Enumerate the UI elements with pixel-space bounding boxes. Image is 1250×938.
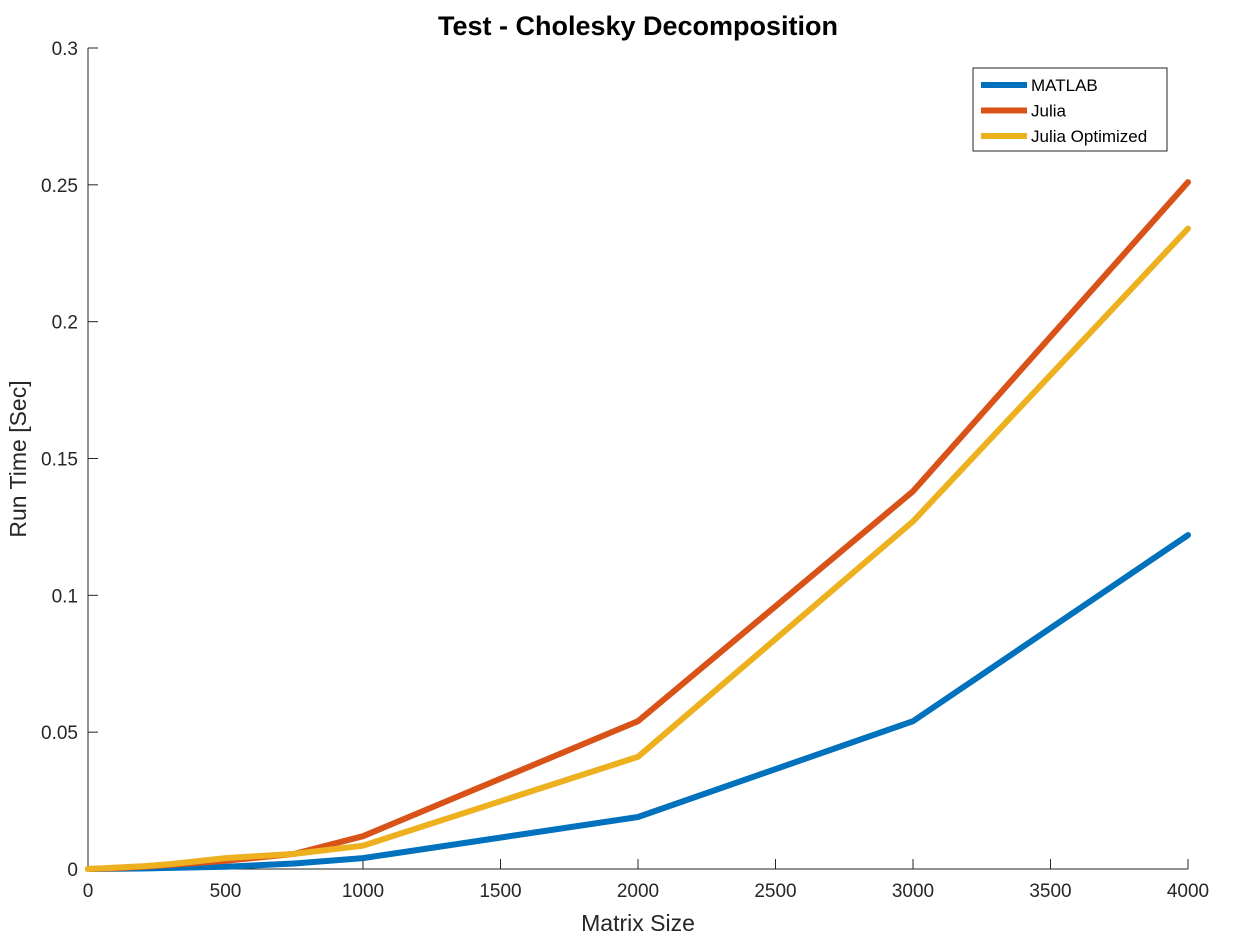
y-axis-label: Run Time [Sec] [5, 380, 31, 537]
chart-title: Test - Cholesky Decomposition [438, 11, 838, 41]
y-tick-label: 0 [67, 860, 78, 881]
series-line-1 [85, 179, 1191, 872]
x-tick-label: 1500 [479, 881, 521, 902]
x-tick-label: 1000 [342, 881, 384, 902]
y-tick-label: 0.3 [52, 39, 78, 60]
y-tick-label: 0.15 [41, 450, 78, 471]
legend-label-1: Julia [1031, 102, 1067, 121]
x-tick-label: 3000 [892, 881, 934, 902]
y-tick-label: 0.1 [52, 586, 78, 607]
x-tick-label: 500 [210, 881, 242, 902]
series-line-2 [85, 225, 1191, 872]
axes: 0 500 1000 1500 2000 2500 3000 3500 4000 0 0.05 0.1… [41, 39, 1209, 902]
x-tick-label: 3500 [1029, 881, 1071, 902]
y-tick-label: 0.2 [52, 313, 78, 334]
legend-label-0: MATLAB [1031, 76, 1098, 95]
x-tick-label: 2000 [617, 881, 659, 902]
x-tick-label: 2500 [754, 881, 796, 902]
x-tick-label: 4000 [1167, 881, 1209, 902]
x-tick-label: 0 [83, 881, 94, 902]
series-line-0 [85, 532, 1191, 872]
legend-label-2: Julia Optimized [1031, 127, 1147, 146]
legend: MATLAB Julia Julia Optimized [972, 67, 1168, 152]
y-tick-label: 0.25 [41, 176, 78, 197]
x-axis-label: Matrix Size [581, 910, 695, 936]
series-layer [85, 179, 1191, 872]
y-tick-label: 0.05 [41, 723, 78, 744]
